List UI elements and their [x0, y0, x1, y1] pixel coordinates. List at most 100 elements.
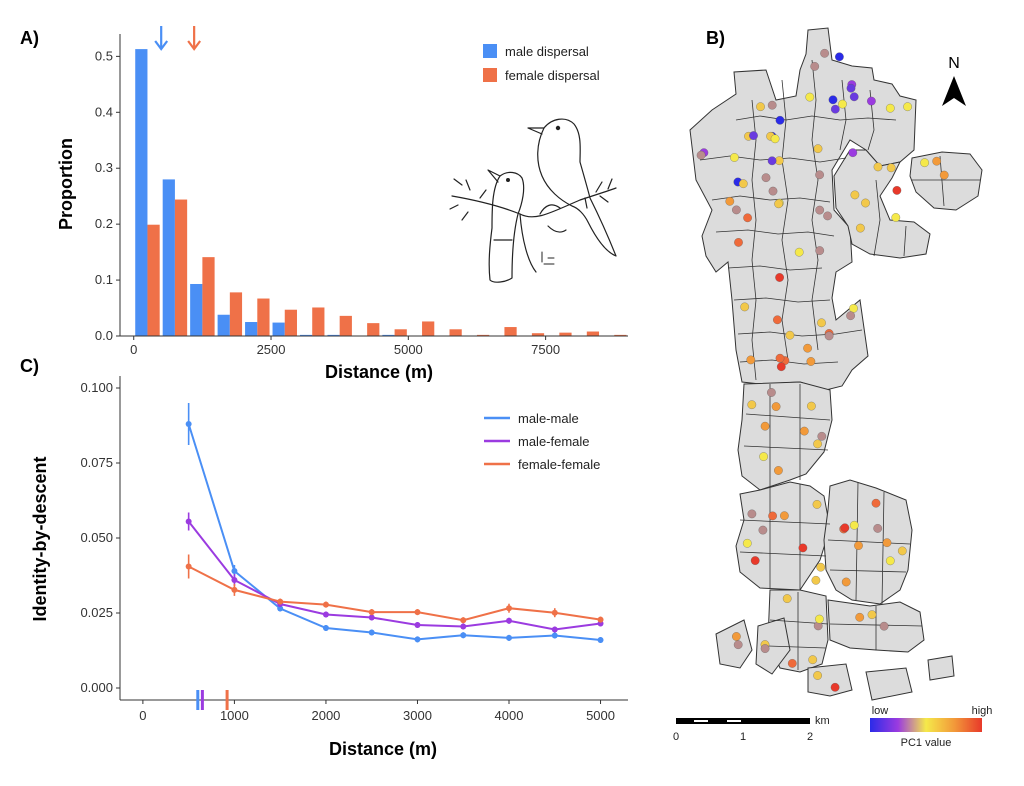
territory-dot [838, 99, 847, 109]
territory-dot [747, 400, 757, 410]
territory-dot [782, 594, 792, 603]
territory-dot [871, 498, 881, 508]
territory-dot [776, 362, 786, 372]
territory-dot [885, 556, 895, 566]
territory-dot [886, 163, 896, 173]
territory-dot [770, 134, 780, 144]
ibd-point-male [231, 568, 238, 574]
ibd-point-male [460, 632, 467, 639]
territory-dot [771, 402, 781, 411]
territory-dot [756, 102, 765, 112]
histogram-bar-female [476, 334, 490, 336]
territory-dot [732, 205, 741, 215]
ibd-x-tick-label: 2000 [311, 708, 340, 723]
territory-dot [892, 186, 902, 195]
ibd-line-male_female [187, 520, 601, 631]
territory-dot [854, 541, 863, 550]
ibd-line-male [187, 423, 601, 641]
territory-dot [823, 211, 832, 221]
territory-dot [920, 158, 929, 168]
histogram-bar-female [559, 332, 572, 336]
histogram-bar-male [190, 283, 203, 336]
legend-swatch-female [483, 68, 497, 82]
histogram-bar-female [339, 315, 352, 336]
territory-dot [815, 205, 825, 215]
ibd-y-tick-label: 0.025 [80, 605, 113, 620]
territory-dot [742, 538, 752, 548]
histogram-bar-male [217, 314, 230, 336]
ibd-point-male_female [185, 518, 192, 525]
histogram-y-tick-label: 0.4 [95, 104, 113, 119]
territory-dot [849, 92, 859, 102]
territory-dot [743, 213, 752, 223]
territory-dot [730, 153, 739, 162]
territory-dot [807, 401, 816, 411]
territory-dot [850, 190, 860, 200]
territory-dot [774, 466, 783, 475]
territory-dot [841, 577, 851, 587]
histogram-x-tick-label: 2500 [257, 342, 286, 357]
ibd-point-female [231, 586, 238, 593]
histogram-bar-male [245, 322, 258, 336]
scale-unit: km [815, 715, 830, 727]
territory-dot [830, 682, 840, 692]
territory-dot [746, 355, 756, 365]
territory-dot [747, 509, 757, 519]
territory-dot [830, 104, 840, 114]
territory-dot [813, 439, 822, 449]
territory-pc1-dots [696, 48, 949, 692]
histogram-axes: 0.0 0.1 0.2 0.3 0.4 0.5 0 2500 5000 7500 [95, 34, 628, 357]
territory-dot [885, 103, 895, 113]
territory-dot [897, 546, 907, 556]
histogram-bar-male [299, 334, 313, 336]
territory-dot [738, 179, 748, 189]
territory-dot [767, 100, 777, 110]
territory-dot [696, 150, 706, 160]
territory-dot [798, 543, 808, 553]
legend-label-male: male-male [518, 411, 579, 426]
territory-dot [773, 315, 782, 325]
ibd-mean-distance-rug [196, 690, 229, 710]
territory-dot [812, 500, 822, 509]
territory-dot [873, 524, 883, 533]
territory-dot [824, 331, 834, 341]
scale-label-1: 1 [740, 731, 746, 743]
panel-label-c: C) [20, 356, 39, 376]
mean-marker-head-female [187, 40, 202, 51]
territory-dot [891, 213, 901, 222]
territory-dot [813, 144, 823, 154]
territory-dot [846, 83, 856, 93]
territory-dot [856, 223, 865, 233]
ibd-y-tick-label: 0.100 [80, 380, 113, 395]
ibd-x-axis-title: Distance (m) [329, 739, 437, 759]
territory-dot [775, 115, 785, 125]
ibd-point-female [322, 601, 329, 608]
territory-dot [785, 330, 795, 340]
territory-dot [803, 343, 812, 353]
histogram-bar-female [147, 224, 160, 336]
ibd-series [185, 403, 604, 643]
territory-dot [932, 156, 942, 166]
territory-dot [808, 655, 818, 665]
territory-dot [879, 621, 889, 631]
panel-label-a: A) [20, 28, 39, 48]
territory-dot [758, 525, 768, 535]
north-label: N [948, 55, 960, 72]
territory-dot [780, 511, 789, 521]
ibd-legend: male-male male-female female-female [484, 411, 600, 472]
territory-dot [734, 238, 743, 247]
territory-dot [794, 247, 804, 257]
legend-swatch-male [483, 44, 497, 58]
legend-label-female: female-female [518, 457, 600, 472]
ibd-point-female [185, 563, 192, 570]
histogram-bar-female [174, 199, 188, 336]
territory-dot [815, 246, 825, 255]
territory-dot [732, 632, 741, 641]
colorbar-gradient [870, 718, 982, 732]
histogram-bar-male [135, 49, 148, 336]
territory-dot [861, 198, 870, 208]
ibd-point-male [414, 636, 421, 643]
mean-marker-head-male [154, 40, 169, 51]
histogram-bar-female [312, 307, 325, 336]
histogram-legend: male dispersal female dispersal [483, 44, 600, 83]
